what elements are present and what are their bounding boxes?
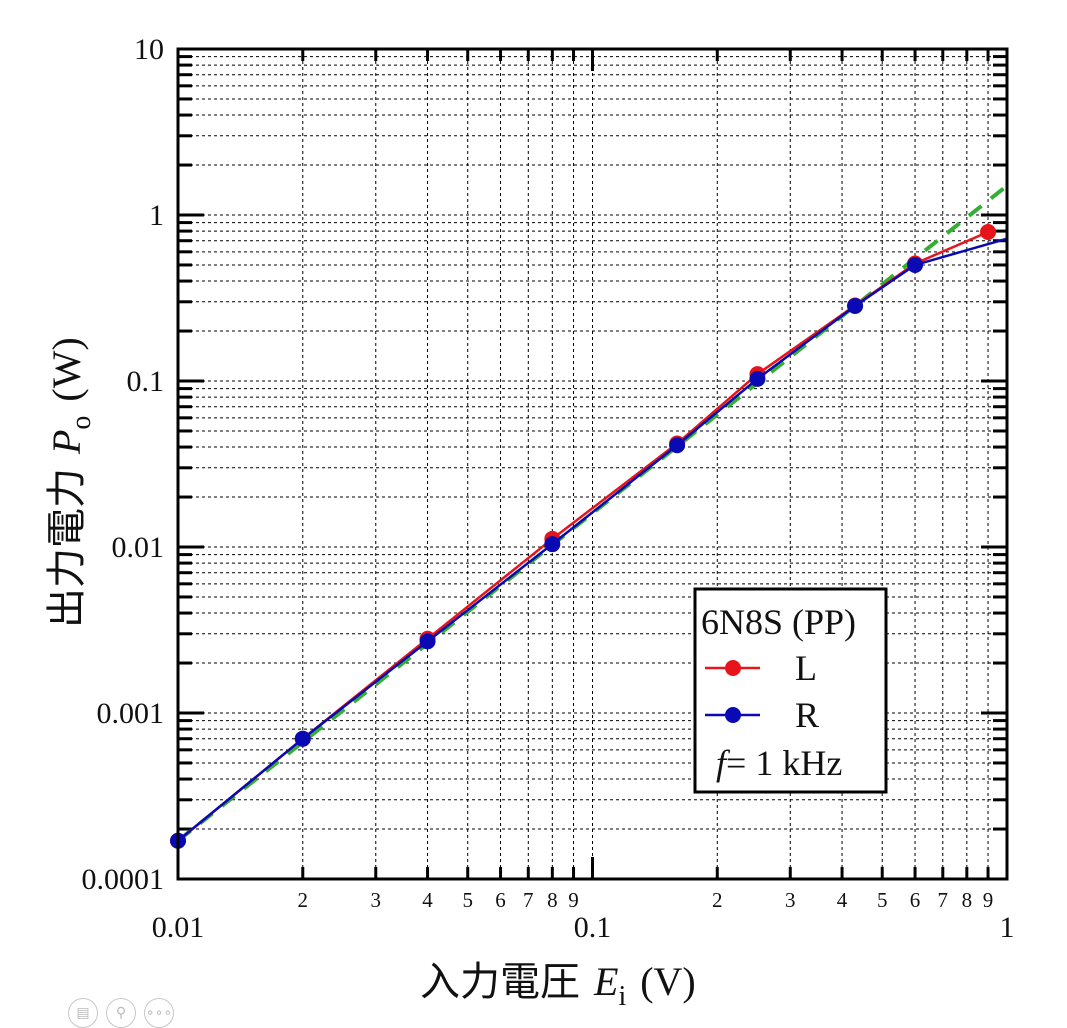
x-minor-tick-label: 6 — [910, 888, 921, 912]
y-axis-title-main: 出力電力 — [44, 468, 89, 628]
y-major-tick-label: 0.01 — [112, 531, 165, 564]
zoom-icon[interactable]: ⚲ — [106, 998, 136, 1028]
y-axis-title: 出力電力 Po (W) — [44, 337, 97, 628]
legend-note: f= 1 kHz — [716, 743, 842, 783]
y-major-tick-label: 10 — [134, 33, 164, 66]
legend-box — [693, 587, 888, 794]
x-minor-tick-label: 4 — [837, 888, 848, 912]
legend: 6N8S (PP) L R f= 1 kHz — [693, 587, 888, 794]
axis-ticks — [176, 49, 1007, 881]
y-major-tick-label: 1 — [149, 199, 164, 232]
x-major-tick-label: 0.1 — [574, 911, 612, 944]
x-minor-tick-label: 7 — [938, 888, 949, 912]
data-point-r — [544, 536, 561, 553]
data-point-r — [669, 437, 686, 454]
x-axis-symbol: E — [593, 959, 618, 1004]
y-axis-symbol: P — [44, 430, 89, 455]
x-major-tick-label: 1 — [1000, 911, 1015, 944]
x-minor-tick-label: 5 — [877, 888, 888, 912]
x-axis-subscript: i — [618, 981, 626, 1012]
data-point-r — [294, 730, 311, 747]
legend-marker-l — [725, 660, 741, 676]
y-major-tick-label: 0.001 — [97, 697, 165, 730]
x-minor-tick-label: 5 — [462, 888, 473, 912]
x-axis-title: 入力電圧 Ei (V) — [420, 959, 696, 1012]
x-minor-tick-label: 9 — [568, 888, 579, 912]
y-axis-subscript: o — [66, 416, 97, 430]
data-point-r — [419, 633, 436, 650]
x-minor-tick-label: 7 — [523, 888, 534, 912]
x-minor-tick-label: 3 — [785, 888, 796, 912]
data-point-l — [980, 223, 997, 240]
legend-title: 6N8S (PP) — [701, 602, 856, 642]
x-minor-tick-label: 8 — [962, 888, 973, 912]
x-axis-unit: (V) — [640, 959, 696, 1004]
plot-frame — [176, 47, 1009, 881]
x-minor-tick-label: 9 — [983, 888, 994, 912]
x-minor-tick-label: 3 — [371, 888, 382, 912]
x-minor-tick-label: 6 — [495, 888, 506, 912]
more-icon[interactable]: ∘∘∘ — [144, 998, 174, 1028]
data-point-r — [907, 256, 924, 273]
legend-label-r: R — [795, 695, 819, 735]
data-point-r — [847, 298, 864, 315]
x-minor-tick-label: 2 — [298, 888, 309, 912]
x-major-tick-label: 0.01 — [152, 911, 205, 944]
data-point-r — [749, 370, 766, 387]
reader-icon[interactable]: ▤ — [68, 998, 98, 1028]
x-axis-title-main: 入力電圧 — [420, 959, 580, 1004]
tick-labels: 2 3 4 5 6 7 8 9 2 3 4 5 6 7 8 90.01 0.1 10.00010.0010.010… — [82, 33, 1015, 944]
legend-note-value: = 1 kHz — [726, 743, 842, 783]
legend-marker-r — [725, 707, 741, 723]
y-axis-unit: (W) — [44, 337, 89, 401]
legend-label-l: L — [795, 648, 817, 688]
viewer-toolbar: ▤ ⚲ ∘∘∘ — [68, 998, 174, 1028]
y-major-tick-label: 0.0001 — [82, 863, 165, 896]
x-minor-tick-label: 2 — [712, 888, 723, 912]
x-minor-tick-label: 4 — [422, 888, 433, 912]
x-minor-tick-label: 8 — [547, 888, 558, 912]
y-major-tick-label: 0.1 — [127, 365, 165, 398]
